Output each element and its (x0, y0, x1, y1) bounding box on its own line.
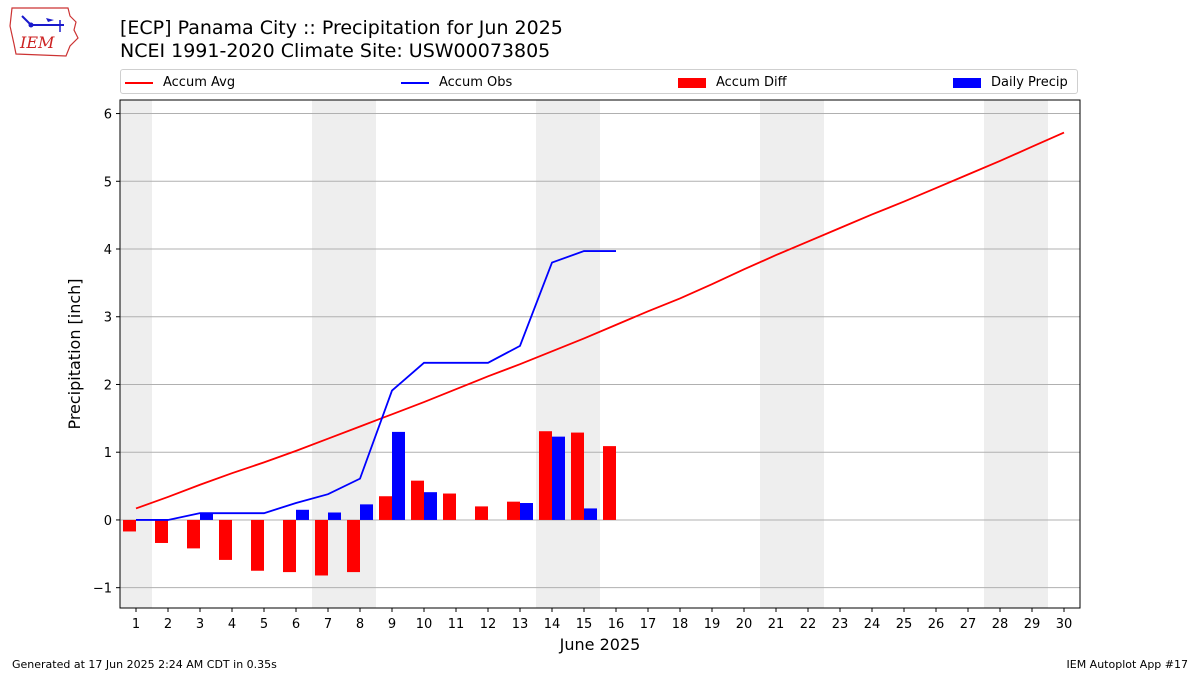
x-tick-label: 7 (324, 617, 332, 632)
legend-item-accum-avg: Accum Avg (125, 70, 235, 95)
y-tick-label: 5 (104, 175, 112, 190)
accum-diff-bar (443, 493, 456, 520)
x-tick-label: 24 (864, 617, 881, 632)
x-tick-label: 12 (480, 617, 497, 632)
daily-precip-bar (328, 512, 341, 520)
accum-diff-bar (539, 431, 552, 520)
daily-precip-bar (200, 513, 213, 520)
daily-precip-bar (424, 492, 437, 520)
x-tick-label: 13 (512, 617, 529, 632)
plot-frame (119, 99, 1081, 609)
x-tick-label: 18 (672, 617, 689, 632)
logo-text: IEM (19, 33, 55, 52)
x-tick-label: 10 (416, 617, 433, 632)
accum-diff-bar (379, 496, 392, 520)
legend-label-accum-diff: Accum Diff (716, 75, 787, 90)
accum-diff-bar (187, 519, 200, 549)
legend-swatch-accum-diff (678, 77, 706, 88)
y-tick-label: 3 (104, 311, 112, 326)
x-tick-label: 5 (260, 617, 268, 632)
x-tick-label: 30 (1056, 617, 1073, 632)
daily-precip-bar (392, 431, 405, 520)
x-tick-label: 22 (800, 617, 817, 632)
x-tick-label: 23 (832, 617, 849, 632)
x-tick-label: 6 (292, 617, 300, 632)
x-tick-label: 11 (448, 617, 465, 632)
legend-swatch-accum-obs (401, 81, 429, 84)
accum-diff-bar (315, 519, 328, 576)
chart-subtitle: NCEI 1991-2020 Climate Site: USW00073805 (120, 40, 551, 62)
x-tick-label: 28 (992, 617, 1009, 632)
accum-diff-bar (603, 446, 616, 520)
accum-diff-bar (507, 501, 520, 520)
accum-diff-bar (411, 480, 424, 520)
legend-swatch-accum-avg (125, 81, 153, 84)
accum-obs-line (136, 250, 616, 521)
weekend-shade (120, 100, 152, 608)
daily-precip-bar (552, 436, 565, 520)
accum-diff-bar (475, 506, 488, 520)
y-axis-label: Precipitation [inch] (65, 278, 84, 429)
x-tick-label: 21 (768, 617, 785, 632)
x-tick-label: 25 (896, 617, 913, 632)
y-tick-label: 6 (104, 108, 112, 123)
x-tick-label: 26 (928, 617, 945, 632)
iem-logo: IEM (9, 7, 79, 57)
y-tick-label: 2 (104, 378, 112, 393)
weekend-shade (984, 100, 1048, 608)
y-tick-label: 0 (104, 514, 112, 529)
accum-diff-bar (251, 519, 264, 571)
x-tick-label: 1 (132, 617, 140, 632)
x-tick-label: 14 (544, 617, 561, 632)
x-tick-label: 20 (736, 617, 753, 632)
daily-precip-bar (520, 503, 533, 520)
x-axis-label: June 2025 (559, 635, 641, 654)
chart-legend: Accum Avg Accum Obs Accum Diff Daily Pre… (120, 69, 1078, 94)
daily-precip-bar (360, 504, 373, 520)
weekend-shade (760, 100, 824, 608)
y-tick-label: −1 (93, 582, 112, 597)
y-tick-label: 1 (104, 446, 112, 461)
chart-title: [ECP] Panama City :: Precipitation for J… (120, 17, 563, 39)
accum-diff-bar (123, 519, 136, 532)
legend-label-accum-obs: Accum Obs (439, 75, 513, 90)
x-tick-label: 2 (164, 617, 172, 632)
accum-diff-bar (155, 519, 168, 543)
x-tick-label: 27 (960, 617, 977, 632)
legend-label-daily-precip: Daily Precip (991, 75, 1068, 90)
x-tick-label: 4 (228, 617, 236, 632)
x-tick-label: 16 (608, 617, 625, 632)
y-tick-label: 4 (104, 243, 112, 258)
legend-label-accum-avg: Accum Avg (163, 75, 236, 90)
legend-item-accum-diff: Accum Diff (678, 70, 787, 95)
daily-precip-bar (584, 508, 597, 520)
footer-generated-text: Generated at 17 Jun 2025 2:24 AM CDT in … (12, 658, 277, 671)
x-tick-label: 29 (1024, 617, 1041, 632)
footer-app-text: IEM Autoplot App #17 (1066, 658, 1189, 671)
legend-item-accum-obs: Accum Obs (401, 70, 512, 95)
x-tick-label: 9 (388, 617, 396, 632)
x-tick-label: 19 (704, 617, 721, 632)
accum-diff-bar (347, 519, 360, 573)
x-tick-label: 8 (356, 617, 364, 632)
accum-diff-bar (283, 519, 296, 573)
accum-diff-bar (219, 519, 232, 560)
legend-swatch-daily-precip (953, 77, 981, 88)
legend-item-daily-precip: Daily Precip (953, 70, 1068, 95)
x-tick-label: 3 (196, 617, 204, 632)
accum-avg-line (135, 131, 1065, 510)
daily-precip-bar (296, 509, 309, 520)
accum-diff-bar (571, 432, 584, 520)
x-tick-label: 15 (576, 617, 593, 632)
x-tick-label: 17 (640, 617, 657, 632)
